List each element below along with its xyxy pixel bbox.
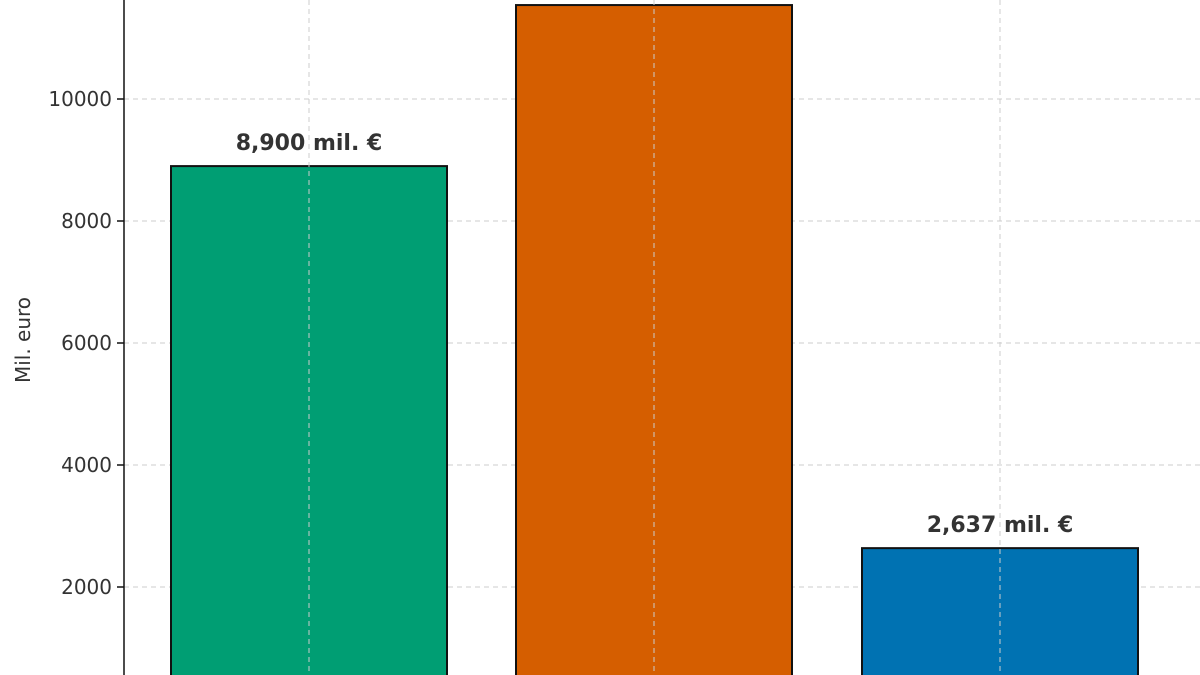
bar (515, 4, 793, 675)
y-axis-label: Mil. euro (11, 297, 35, 383)
x-gridlines (308, 0, 1001, 675)
bar-value-label: 8,900 mil. € (236, 131, 383, 156)
bar-value-label: 2,637 mil. € (927, 513, 1074, 538)
bars (170, 4, 1139, 675)
y-tick-label: 2000 (61, 575, 112, 599)
y-tick-label: 8000 (61, 209, 112, 233)
data-labels: 8,900 mil. € 2,637 mil. € (236, 131, 1074, 538)
y-tick-labels: 2000 4000 6000 8000 10000 (48, 87, 124, 599)
bar (170, 165, 448, 675)
y-tick-label: 10000 (48, 87, 112, 111)
y-tick-label: 6000 (61, 331, 112, 355)
y-tick-label: 4000 (61, 453, 112, 477)
